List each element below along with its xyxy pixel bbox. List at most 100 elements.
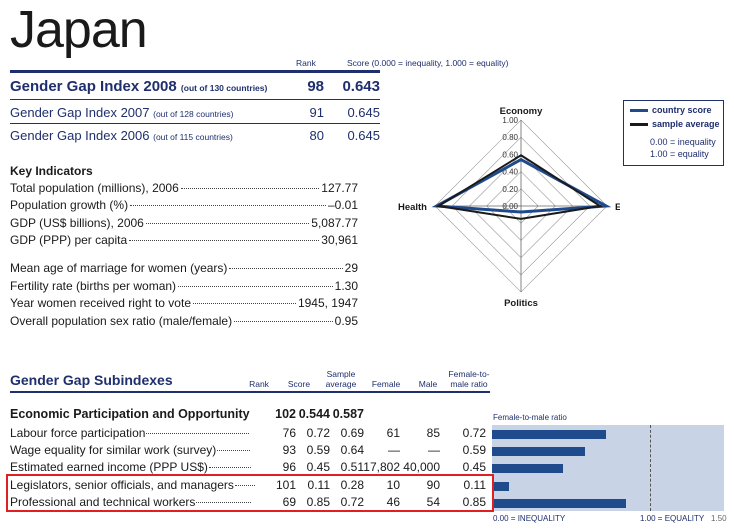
- ratio-bar: [492, 482, 510, 491]
- key-indicators-title: Key Indicators: [10, 164, 93, 178]
- subindex-male: —: [428, 443, 440, 457]
- subindex-label-group: Legislators, senior officials, and manag…: [10, 478, 256, 492]
- subindex-label-group: Wage equality for similar work (survey): [10, 443, 251, 457]
- subindex-label: Professional and technical workers: [10, 495, 196, 509]
- key-indicator-label: Total population (millions), 2006: [10, 181, 179, 195]
- col-rank: Rank: [249, 379, 269, 389]
- radar-tick-label: 0.20: [502, 185, 518, 194]
- key-indicator-value: 0.95: [334, 314, 358, 328]
- radar-tick-label: 0.40: [502, 168, 518, 177]
- subindex-male: 40,000: [403, 460, 440, 474]
- key-indicator-row: Year women received right to vote 1945, 1…: [10, 296, 358, 313]
- subindex-male: 54: [426, 495, 440, 509]
- subindex-avg: 0.69: [340, 426, 364, 440]
- ratio-bar: [492, 447, 586, 456]
- subindex-avg: 0.51: [340, 460, 364, 474]
- subindex-label-group: Estimated earned income (PPP US$): [10, 460, 252, 474]
- subindex-female: 17,802: [363, 460, 400, 474]
- row-rule: [10, 99, 380, 100]
- section-score: 0.544: [298, 407, 330, 421]
- axis-inequality-label: 0.00 = INEQUALITY: [493, 514, 566, 523]
- ratio-bar: [492, 430, 606, 439]
- key-indicator-row: Mean age of marriage for women (years) 29: [10, 261, 358, 278]
- radar-chart: 1.00 0.80 0.60 0.40 0.20 0.00 Economy Education…: [398, 106, 620, 309]
- subindex-ratio: 0.72: [462, 426, 486, 440]
- radar-series-country: [431, 157, 612, 214]
- subindex-male: 90: [426, 478, 440, 492]
- subindex-avg: 0.64: [340, 443, 364, 457]
- subindex-score: 0.45: [306, 460, 330, 474]
- gg-index-rank: 80: [309, 128, 324, 143]
- gg-index-label: Gender Gap Index 2007 (out of 128 countr…: [10, 105, 234, 120]
- leader-dots: [145, 223, 310, 224]
- key-indicator-label: Population growth (%): [10, 198, 129, 212]
- gg-index-rank: 91: [309, 105, 324, 120]
- leader-dots: [129, 240, 320, 241]
- subindex-row: Legislators, senior officials, and manag…: [10, 477, 490, 494]
- key-indicator-value: 5,087.77: [311, 216, 358, 230]
- legend-note-equality: 1.00 = equality: [650, 149, 709, 159]
- gg-index-label: Gender Gap Index 2008 (out of 130 countr…: [10, 78, 268, 95]
- subindex-avg: 0.72: [340, 495, 364, 509]
- subindex-row: Professional and technical workers 69 0.85…: [10, 494, 490, 511]
- leader-dots: [196, 502, 251, 503]
- key-indicator-label: GDP (US$ billions), 2006: [10, 216, 144, 230]
- subindex-rank: 76: [282, 426, 296, 440]
- score-header: Score (0.000 = inequality, 1.000 = equal…: [347, 58, 509, 68]
- subindex-avg: 0.28: [340, 478, 364, 492]
- key-indicator-row: GDP (PPP) per capita 30,961: [10, 233, 358, 250]
- key-indicator-label: GDP (PPP) per capita: [10, 233, 128, 247]
- subindexes-title: Gender Gap Subindexes: [10, 372, 173, 388]
- key-indicator-value: 127.77: [321, 181, 358, 195]
- gg-index-2008: Gender Gap Index 2008 (out of 130 countr…: [10, 76, 382, 100]
- subindex-ratio: 0.45: [462, 460, 486, 474]
- key-indicator-row: Overall population sex ratio (male/femal…: [10, 314, 358, 331]
- subindex-score: 0.72: [306, 426, 330, 440]
- key-indicator-value: 29: [344, 261, 358, 275]
- subindex-label: Labour force participation: [10, 426, 146, 440]
- radar-axis-label-health: Health: [398, 202, 427, 213]
- leader-dots: [217, 450, 250, 451]
- axis-equality-label: 1.00 = EQUALITY: [640, 514, 705, 523]
- col-male: Male: [418, 379, 438, 389]
- col-ratio: Female-to-male ratio: [448, 369, 490, 389]
- header-rule: [10, 70, 380, 73]
- key-indicator-row: Fertility rate (births per woman) 1.30: [10, 279, 358, 296]
- subindex-rank: 96: [282, 460, 296, 474]
- col-sample-average: Sample average: [325, 369, 357, 389]
- subindex-rank: 101: [275, 478, 296, 492]
- key-indicator-value: –0.01: [327, 198, 358, 212]
- gg-index-label: Gender Gap Index 2006 (out of 115 countr…: [10, 128, 233, 143]
- subindex-score: 0.59: [306, 443, 330, 457]
- radar-tick-label: 0.60: [502, 150, 518, 159]
- section-label: Economic Participation and Opportunity: [10, 407, 250, 421]
- axis-max-label: 1.50: [711, 514, 727, 523]
- key-indicator-label: Fertility rate (births per woman): [10, 279, 177, 293]
- bar-chart-title: Female-to-male ratio: [493, 413, 567, 422]
- subindex-ratio: 0.11: [463, 478, 486, 492]
- section-row: Economic Participation and Opportunity 1…: [10, 406, 490, 423]
- key-indicator-row: Population growth (%) –0.01: [10, 198, 358, 215]
- country-score-swatch: [630, 109, 648, 112]
- radar-tick-label: 0.00: [502, 202, 518, 211]
- subindex-label-group: Labour force participation: [10, 426, 250, 440]
- subindex-row: Labour force participation 76 0.72 0.69 61 85…: [10, 425, 490, 442]
- section-rank: 102: [275, 407, 296, 421]
- sample-average-swatch: [630, 123, 648, 126]
- subindex-female: 61: [386, 426, 400, 440]
- col-female: Female: [371, 379, 401, 389]
- gg-index-2006: Gender Gap Index 2006 (out of 115 countr…: [10, 124, 382, 148]
- legend-sample-average: sample average: [652, 119, 720, 129]
- subindex-rank: 69: [282, 495, 296, 509]
- radar-axis-label-economy: Economy: [500, 106, 543, 117]
- legend-note-inequality: 0.00 = inequality: [650, 137, 716, 147]
- leader-dots: [193, 303, 296, 304]
- leader-dots: [234, 485, 255, 486]
- equality-line: [650, 425, 651, 511]
- section-avg: 0.587: [332, 407, 364, 421]
- subindex-female: —: [388, 443, 400, 457]
- radar-axis-label-politics: Politics: [504, 298, 538, 309]
- subindex-female: 46: [386, 495, 400, 509]
- ratio-bar: [492, 464, 564, 473]
- subindex-ratio: 0.59: [462, 443, 486, 457]
